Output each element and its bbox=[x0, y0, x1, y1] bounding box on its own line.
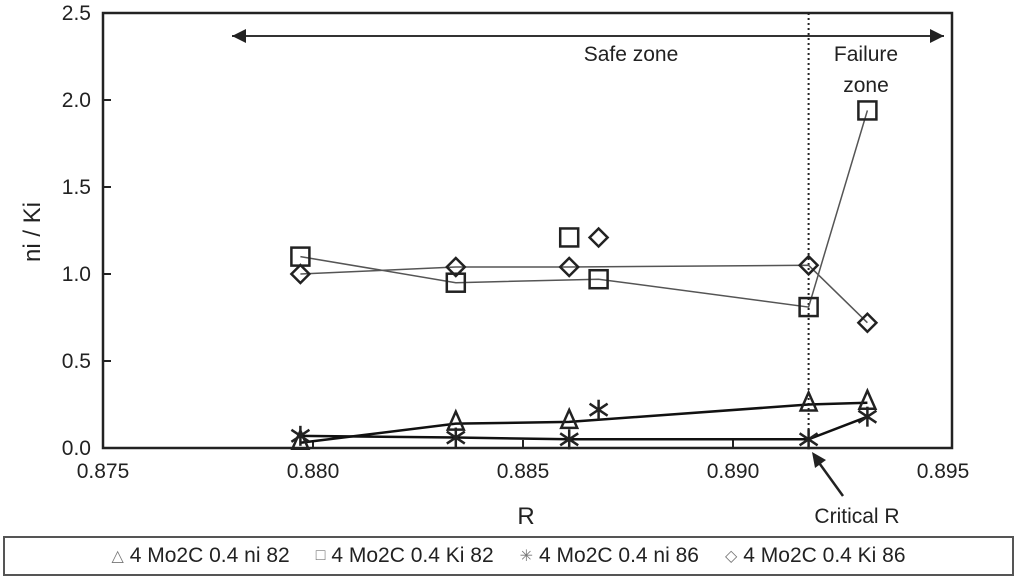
legend: △ 4 Mo2C 0.4 ni 82 □ 4 Mo2C 0.4 Ki 82 ✳ … bbox=[3, 536, 1014, 576]
y-tick-label: 0.5 bbox=[62, 350, 91, 373]
safe-zone-label: Safe zone bbox=[584, 43, 679, 66]
failure-zone-label-2: zone bbox=[843, 74, 889, 97]
x-tick-label: 0.880 bbox=[287, 460, 340, 483]
legend-item-ni86: ✳ 4 Mo2C 0.4 ni 86 bbox=[520, 544, 699, 568]
legend-label: 4 Mo2C 0.4 ni 86 bbox=[539, 544, 699, 567]
data-point-asterisk bbox=[857, 406, 878, 427]
chart: 0.0 0.5 1.0 1.5 2.0 2.5 0.875 0.880 0.885 0.890 0… bbox=[19, 2, 970, 530]
series-line bbox=[300, 110, 869, 308]
series-2 bbox=[290, 399, 878, 450]
data-point-triangle bbox=[857, 387, 878, 411]
data-point-asterisk bbox=[290, 425, 311, 446]
data-point-triangle bbox=[559, 406, 580, 430]
y-tick-label: 1.5 bbox=[62, 176, 91, 199]
asterisk-icon: ✳ bbox=[519, 548, 534, 565]
critical-r-label: Critical R bbox=[814, 505, 899, 528]
y-tick-label: 2.0 bbox=[62, 89, 91, 112]
data-point-diamond bbox=[445, 256, 467, 278]
series-line bbox=[300, 264, 868, 324]
legend-item-ki82: □ 4 Mo2C 0.4 Ki 82 bbox=[316, 544, 494, 568]
data-point-diamond bbox=[587, 226, 610, 249]
x-axis-label: R bbox=[517, 503, 534, 530]
data-point-square bbox=[798, 296, 819, 318]
legend-label: 4 Mo2C 0.4 Ki 86 bbox=[743, 544, 906, 567]
failure-zone-label-1: Failure bbox=[834, 43, 898, 66]
zone-arrow-left-head bbox=[232, 29, 246, 43]
y-axis-label: ni / Ki bbox=[19, 202, 46, 262]
data-point-triangle bbox=[798, 389, 819, 412]
y-tick-label: 2.5 bbox=[62, 2, 91, 25]
legend-item-ki86: ◇ 4 Mo2C 0.4 Ki 86 bbox=[725, 544, 906, 568]
diamond-icon: ◇ bbox=[724, 548, 738, 565]
x-tick-label: 0.875 bbox=[77, 460, 130, 483]
data-point-asterisk bbox=[588, 399, 609, 420]
series-3 bbox=[289, 226, 879, 334]
series-1 bbox=[290, 100, 878, 318]
legend-label: 4 Mo2C 0.4 ni 82 bbox=[129, 544, 290, 567]
data-point-triangle bbox=[445, 408, 466, 431]
data-point-square bbox=[857, 100, 878, 121]
data-point-asterisk bbox=[798, 429, 819, 450]
data-point-diamond bbox=[289, 263, 312, 285]
data-point-diamond bbox=[558, 256, 580, 278]
legend-item-ni82: △ 4 Mo2C 0.4 ni 82 bbox=[111, 544, 289, 568]
data-point-asterisk bbox=[559, 429, 579, 450]
data-point-diamond bbox=[797, 254, 820, 277]
critical-r-arrow bbox=[815, 459, 845, 497]
y-tick-label: 0.0 bbox=[62, 437, 91, 460]
square-icon: □ bbox=[315, 547, 326, 564]
critical-r-arrow-head bbox=[812, 452, 826, 468]
x-tick-label: 0.895 bbox=[917, 460, 970, 483]
data-point-square bbox=[290, 246, 311, 267]
series-line bbox=[300, 401, 868, 445]
data-point-diamond bbox=[856, 311, 879, 334]
plot-area bbox=[101, 11, 954, 450]
data-point-asterisk bbox=[446, 427, 466, 448]
x-tick-label: 0.890 bbox=[707, 460, 760, 483]
zone-arrow-right-head bbox=[930, 29, 944, 43]
triangle-icon: △ bbox=[111, 548, 124, 565]
data-point-square bbox=[558, 227, 580, 248]
x-tick-label: 0.885 bbox=[497, 460, 550, 483]
legend-label: 4 Mo2C 0.4 Ki 82 bbox=[331, 544, 494, 567]
y-tick-label: 1.0 bbox=[62, 263, 91, 286]
data-point-square bbox=[445, 272, 467, 293]
data-point-square bbox=[588, 268, 609, 290]
